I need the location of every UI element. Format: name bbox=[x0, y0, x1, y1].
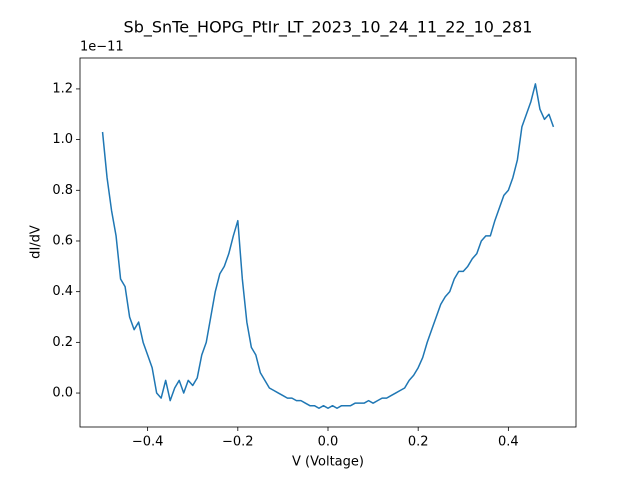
x-axis-label: V (Voltage) bbox=[292, 455, 364, 470]
x-tick-label: −0.4 bbox=[132, 435, 164, 450]
chart-title: Sb_SnTe_HOPG_PtIr_LT_2023_10_24_11_22_10… bbox=[124, 18, 533, 38]
x-tick-label: 0.4 bbox=[498, 435, 519, 450]
y-tick-label: 0.2 bbox=[52, 335, 73, 350]
x-tick-label: 0.2 bbox=[408, 435, 429, 450]
y-tick-label: 0.8 bbox=[52, 183, 73, 198]
y-tick-label: 0.6 bbox=[52, 233, 73, 248]
y-axis-label: dI/dV bbox=[29, 225, 44, 259]
y-tick-label: 0.0 bbox=[52, 386, 73, 401]
data-line bbox=[101, 83, 555, 409]
y-tick-label: 0.4 bbox=[52, 284, 73, 299]
plot-frame bbox=[79, 57, 577, 428]
y-tick-label: 1.0 bbox=[52, 132, 73, 147]
x-tick-label: 0.0 bbox=[318, 435, 339, 450]
x-tick-label: −0.2 bbox=[222, 435, 254, 450]
y-tick-label: 1.2 bbox=[52, 81, 73, 96]
y-offset-text: 1e−11 bbox=[80, 40, 124, 55]
